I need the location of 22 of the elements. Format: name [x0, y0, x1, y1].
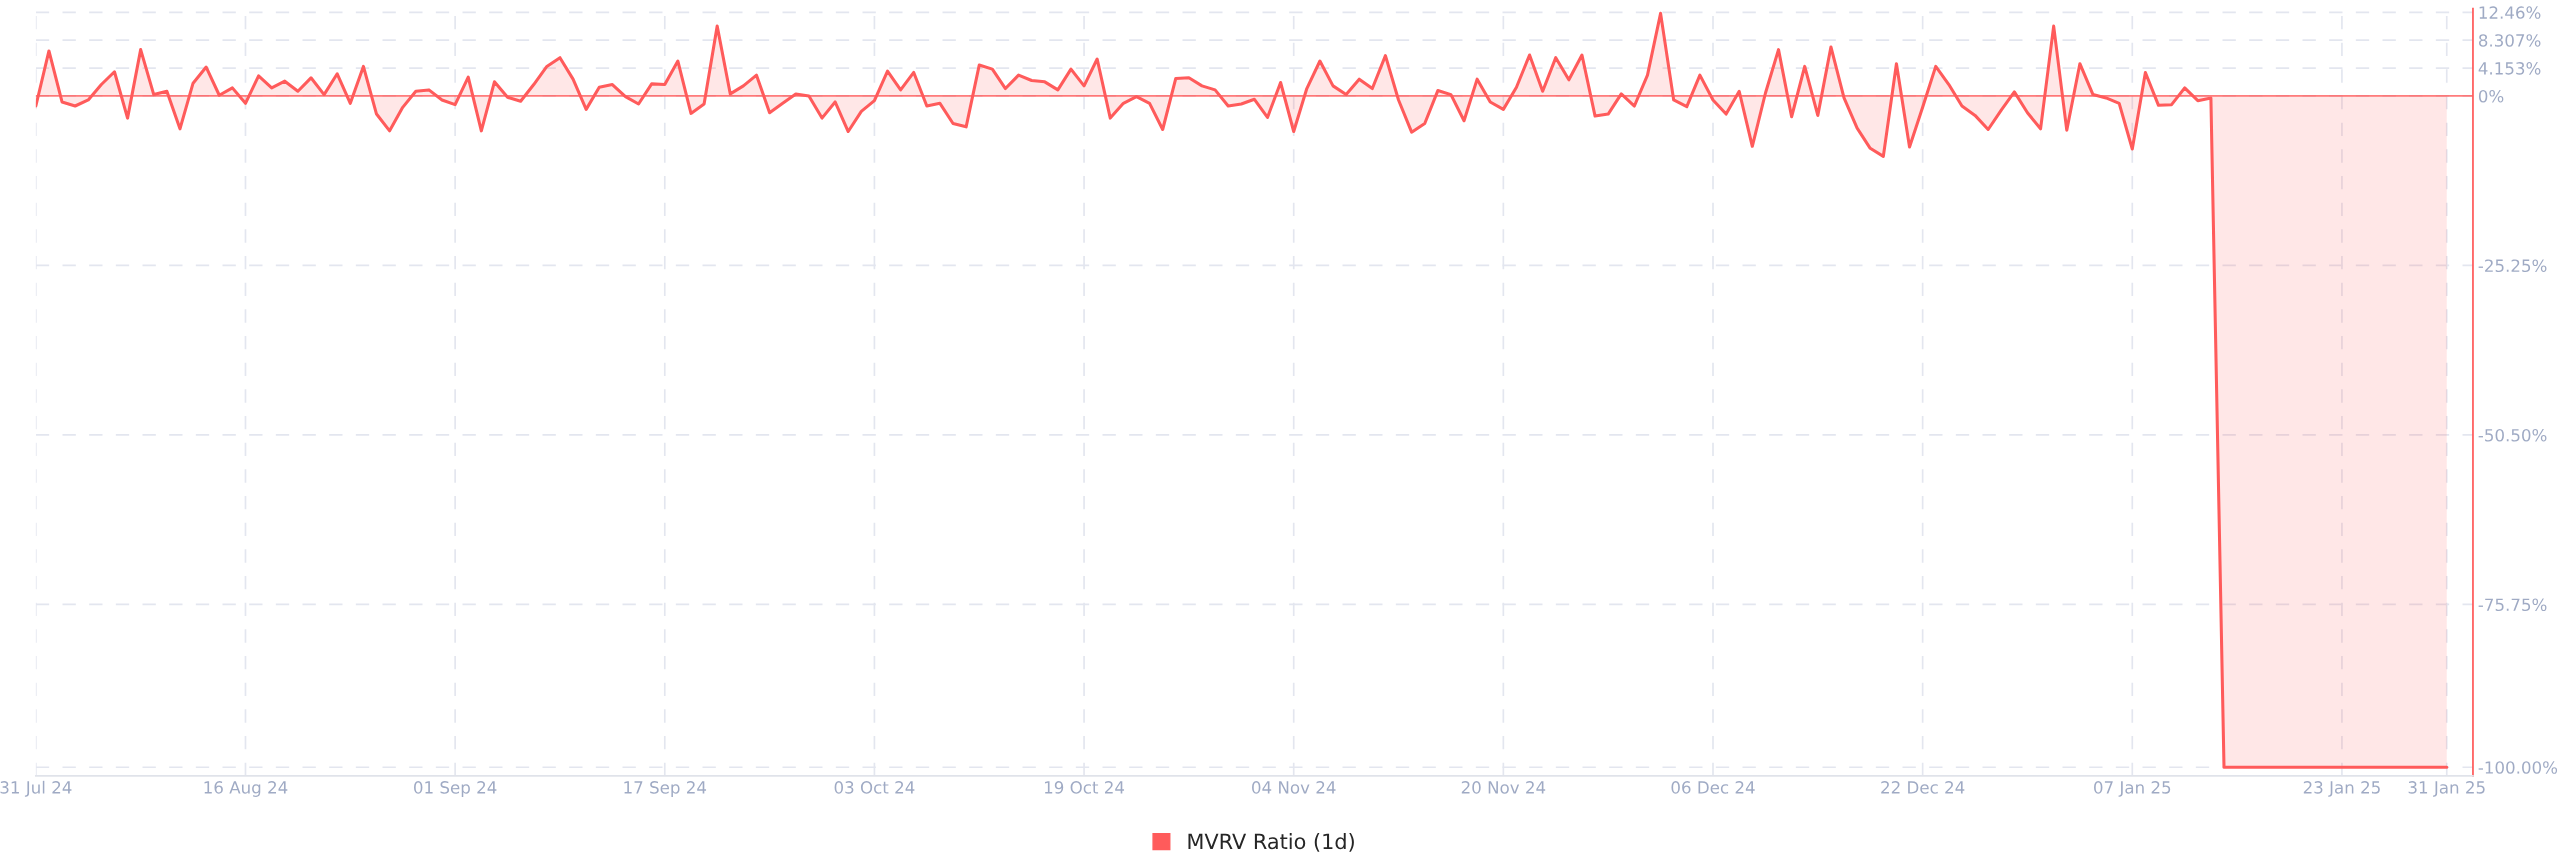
x-tick-label: 04 Nov 24	[1252, 781, 1336, 794]
x-tick-label: 01 Sep 24	[414, 781, 497, 797]
y-tick-label: 8.307%	[2478, 34, 2541, 47]
x-tick-label: 03 Oct 24	[834, 781, 915, 794]
legend-label: MVRV Ratio (1d)	[1188, 833, 1354, 852]
x-tick-label: 23 Jan 25	[2303, 781, 2380, 797]
y-tick-label: -50.50%	[2478, 428, 2547, 442]
y-tick-label: 12.46%	[2479, 6, 2541, 19]
y-tick-label: -75.75%	[2478, 598, 2547, 612]
x-tick-label: 31 Jan 25	[2408, 781, 2485, 797]
x-tick-label: 19 Oct 24	[1044, 781, 1125, 794]
x-tick-label: 16 Aug 24	[204, 781, 288, 797]
x-tick-label: 22 Dec 24	[1881, 781, 1965, 794]
x-tick-label: 31 Jul 24	[0, 780, 72, 797]
y-tick-label: -100.00%	[2478, 761, 2558, 774]
x-tick-label: 17 Sep 24	[624, 781, 707, 797]
x-tick-label: 20 Nov 24	[1461, 781, 1546, 794]
y-tick-label: 0%	[2478, 89, 2504, 103]
y-tick-label: 4.153%	[2478, 62, 2541, 75]
x-tick-label: 06 Dec 24	[1671, 781, 1755, 794]
x-tick-label: 07 Jan 25	[2094, 781, 2171, 797]
y-tick-label: -25.25%	[2478, 259, 2547, 273]
